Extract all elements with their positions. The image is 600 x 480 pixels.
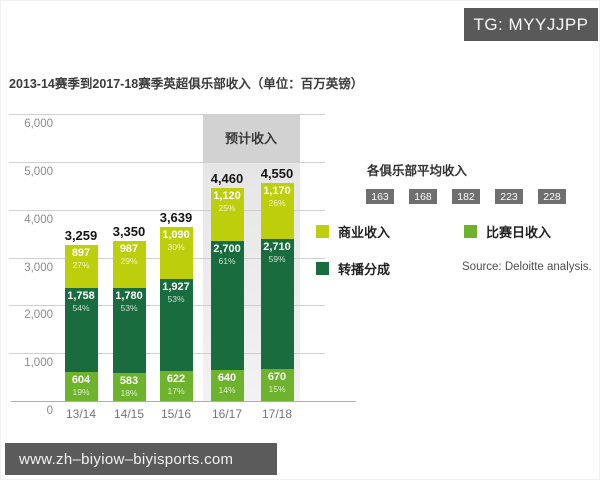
bar-segment-matchday: 604 19% xyxy=(64,372,98,401)
segment-value: 897 xyxy=(71,247,91,260)
bar-segment-matchday: 583 18% xyxy=(112,373,146,401)
segment-value: 1,758 xyxy=(67,290,95,303)
bar-total-label: 3,639 xyxy=(159,209,193,225)
commercial-legend-swatch xyxy=(316,225,329,238)
bar-segment-matchday: 670 15% xyxy=(260,368,294,401)
broadcast-legend-swatch xyxy=(316,262,329,275)
avg-revenue-box: 182 xyxy=(452,189,480,204)
bar-total-label: 3,259 xyxy=(64,228,98,244)
segment-value: 1,120 xyxy=(213,189,241,202)
bar-segment-commercial: 1,120 25% xyxy=(210,187,244,242)
segment-value: 583 xyxy=(119,375,139,388)
x-axis-category-label: 13/14 xyxy=(65,407,97,421)
segment-value: 1,170 xyxy=(263,185,291,198)
chart: 预计收入 6,000 5,000 4,000 3,000 2,000 1,000 0 604 19… xyxy=(9,111,361,429)
y-axis-tick-label: 4,000 xyxy=(24,213,53,226)
avg-revenue-box: 228 xyxy=(538,189,566,204)
bar-segment-commercial: 897 27% xyxy=(64,245,98,289)
avg-revenue-box: 168 xyxy=(409,189,437,204)
chart-title: 2013-14赛季到2017-18赛季英超俱乐部收入（单位：百万英镑） xyxy=(9,77,364,91)
avg-revenue-box: 163 xyxy=(366,189,394,204)
x-axis-category-label: 17/18 xyxy=(261,407,293,421)
segment-percent: 19% xyxy=(72,387,90,398)
projection-band-header: 预计收入 xyxy=(202,114,300,162)
bar-total-label: 4,460 xyxy=(210,170,244,186)
segment-percent: 18% xyxy=(120,388,138,399)
y-axis-tick-label: 0 xyxy=(46,405,53,417)
bar-total-label: 4,550 xyxy=(260,166,294,182)
segment-value: 622 xyxy=(166,373,186,386)
bar-total-label: 3,350 xyxy=(112,223,146,239)
segment-percent: 29% xyxy=(120,255,138,266)
segment-percent: 14% xyxy=(218,385,236,396)
segment-percent: 53% xyxy=(167,294,185,305)
segment-percent: 59% xyxy=(268,254,286,265)
x-axis-category-label: 14/15 xyxy=(113,407,145,421)
avg-revenue-box: 223 xyxy=(495,189,523,204)
segment-percent: 26% xyxy=(268,198,286,209)
gridline xyxy=(9,114,325,115)
bar-segment-broadcast: 2,710 59% xyxy=(260,239,294,369)
avg-revenue-boxes: 163 168 182 223 228 xyxy=(366,189,566,204)
legend-item-commercial: 商业收入 xyxy=(316,222,390,241)
legend-label: 比赛日收入 xyxy=(486,225,552,240)
x-axis-line xyxy=(11,401,356,402)
segment-value: 604 xyxy=(71,374,91,387)
segment-percent: 61% xyxy=(218,256,236,267)
bar-segment-matchday: 640 14% xyxy=(210,370,244,401)
segment-value: 987 xyxy=(119,242,139,255)
y-axis-tick-label: 1,000 xyxy=(24,357,53,370)
segment-value: 1,927 xyxy=(162,281,190,294)
segment-value: 640 xyxy=(217,372,237,385)
source-attribution: Source: Deloitte analysis. xyxy=(462,261,592,273)
projection-label: 预计收入 xyxy=(224,131,277,147)
y-axis-tick-label: 6,000 xyxy=(24,118,53,130)
segment-value: 1,090 xyxy=(162,228,190,241)
x-axis-category-label: 15/16 xyxy=(160,407,192,421)
y-axis-tick-label: 5,000 xyxy=(24,165,53,178)
bar-segment-broadcast: 1,927 53% xyxy=(159,279,193,372)
segment-percent: 53% xyxy=(120,302,138,313)
segment-percent: 15% xyxy=(268,383,286,394)
website-url-bar: www.zh–biyiow–biyisports.com xyxy=(5,443,277,475)
matchday-legend-swatch xyxy=(464,225,477,238)
segment-percent: 27% xyxy=(72,260,90,271)
segment-value: 2,710 xyxy=(263,241,291,254)
legend-label: 转播分成 xyxy=(338,262,391,277)
bar-segment-matchday: 622 17% xyxy=(159,371,193,401)
gridline xyxy=(9,209,325,211)
segment-percent: 25% xyxy=(218,202,236,213)
bar-segment-broadcast: 2,700 61% xyxy=(210,241,244,371)
segment-value: 1,780 xyxy=(115,289,143,302)
bar-segment-broadcast: 1,758 54% xyxy=(64,288,98,373)
bar-segment-commercial: 987 29% xyxy=(112,240,146,288)
y-axis-tick-label: 3,000 xyxy=(24,261,53,274)
tg-watermark-badge: TG: MYYJJPP xyxy=(464,8,598,41)
legend-item-matchday: 比赛日收入 xyxy=(464,222,551,241)
bar-segment-broadcast: 1,780 53% xyxy=(112,287,146,374)
segment-value: 2,700 xyxy=(213,243,241,256)
legend-label: 商业收入 xyxy=(338,225,391,240)
bar-segment-commercial: 1,090 30% xyxy=(159,226,193,280)
segment-percent: 17% xyxy=(167,386,185,397)
legend-item-broadcast: 转播分成 xyxy=(316,259,390,278)
segment-value: 670 xyxy=(267,370,287,383)
gridline xyxy=(9,161,325,163)
segment-percent: 54% xyxy=(72,303,90,314)
x-axis-category-label: 16/17 xyxy=(211,407,243,421)
avg-revenue-heading: 各俱乐部平均收入 xyxy=(367,164,468,178)
y-axis-tick-label: 2,000 xyxy=(24,309,53,322)
bar-segment-commercial: 1,170 26% xyxy=(260,183,294,240)
segment-percent: 30% xyxy=(167,241,185,252)
